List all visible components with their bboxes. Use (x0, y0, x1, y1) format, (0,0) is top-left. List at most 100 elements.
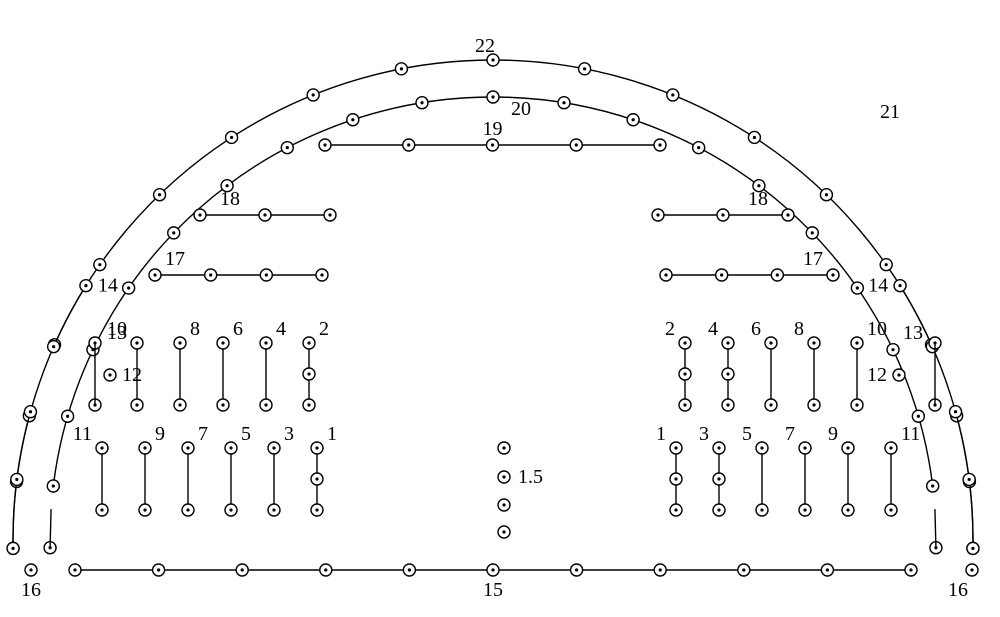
arc-20-hole (558, 97, 570, 109)
lcolR5-bot (885, 504, 897, 516)
floor-15-hole (153, 564, 165, 576)
label-ucolL4: 2 (319, 318, 329, 340)
row-19-hole (654, 139, 666, 151)
lcolR1-top (713, 442, 725, 454)
floor-15-hole (320, 564, 332, 576)
row-18L-hole (324, 209, 336, 221)
lcolL2-top (182, 442, 194, 454)
label-ucolL1: 8 (190, 318, 200, 340)
ucolR4-bot (851, 399, 863, 411)
label-ucolL2: 6 (233, 318, 243, 340)
lcolL2-bot (182, 504, 194, 516)
row-18L-hole (259, 209, 271, 221)
lcolR3-top (799, 442, 811, 454)
lcolR2-top (756, 442, 768, 454)
label-12R: 12 (867, 364, 887, 386)
label-lcolL4: 3 (284, 423, 294, 445)
label-ucolL3: 4 (276, 318, 286, 340)
lcolL0-bot (96, 504, 108, 516)
hole-16R (966, 564, 978, 576)
arc-14L-hole (7, 542, 19, 554)
lcolL4-bot (268, 504, 280, 516)
label-18L: 18 (220, 188, 240, 210)
label-ucolR4: 10 (867, 318, 887, 340)
center-hole (498, 442, 510, 454)
arc-22-seg0-hole (154, 189, 166, 201)
lcolR2-bot (756, 504, 768, 516)
arc-14R-hole (894, 280, 906, 292)
row-17L-hole (205, 269, 217, 281)
arc-20-hole (168, 227, 180, 239)
arc-20-hole (912, 410, 924, 422)
arc-14L-hole (80, 280, 92, 292)
ucolR1-top (722, 337, 734, 349)
row-19-hole (487, 139, 499, 151)
arc-14R-hole (963, 473, 975, 485)
lcolR1-mid (713, 473, 725, 485)
lcolL1-bot (139, 504, 151, 516)
lcolR0-top (670, 442, 682, 454)
arc-20-hole (693, 142, 705, 154)
label-lcolR2: 5 (742, 423, 752, 445)
row-18L-hole (194, 209, 206, 221)
ucolR0-mid (679, 368, 691, 380)
ucolR3-bot (808, 399, 820, 411)
arc-22-seg0-hole (579, 63, 591, 75)
label-lcolL3: 5 (241, 423, 251, 445)
lcolL0-top (96, 442, 108, 454)
label-lcolL1: 9 (155, 423, 165, 445)
arc-14R-hole (950, 406, 962, 418)
arc-20-hole (347, 114, 359, 126)
ucolL0-top (131, 337, 143, 349)
ucolL4-mid (303, 368, 315, 380)
arc-20-hole (416, 97, 428, 109)
label-ucolR0: 2 (665, 318, 675, 340)
label-lcolL2: 7 (198, 423, 208, 445)
label-lcolR3: 7 (785, 423, 795, 445)
arc-14L-hole (24, 406, 36, 418)
ucolR4-top (851, 337, 863, 349)
floor-15-hole (905, 564, 917, 576)
lcolL3-bot (225, 504, 237, 516)
lcolR0-mid (670, 473, 682, 485)
row-17R-hole (827, 269, 839, 281)
arc-22-seg0-hole (820, 189, 832, 201)
lcolL5-bot (311, 504, 323, 516)
ucolL3-top (260, 337, 272, 349)
label-12L: 12 (122, 364, 142, 386)
ucolR0-bot (679, 399, 691, 411)
label-18R: 18 (748, 188, 768, 210)
arc-14L-hole (11, 473, 23, 485)
row-17R-hole (771, 269, 783, 281)
floor-15-hole (487, 564, 499, 576)
arc-20-arc (53, 97, 932, 486)
arc-22-seg0-hole (307, 89, 319, 101)
arc-22-seg0-hole (880, 259, 892, 271)
floor-15-hole (821, 564, 833, 576)
arc-22-seg0-hole (94, 259, 106, 271)
label-13R: 13 (903, 322, 923, 344)
label-17L: 17 (165, 248, 185, 270)
floor-15-hole (571, 564, 583, 576)
row-18R-hole (652, 209, 664, 221)
ucolL0-bot (131, 399, 143, 411)
label-lcolR0: 1 (656, 423, 666, 445)
floor-15-hole (236, 564, 248, 576)
row-17L-hole (316, 269, 328, 281)
label-lcolR5: 11 (901, 423, 920, 445)
label-22: 22 (475, 35, 495, 57)
row-17L-hole (260, 269, 272, 281)
label-15: 15 (483, 579, 503, 601)
lcolL3-top (225, 442, 237, 454)
row-18R-hole (717, 209, 729, 221)
ucolR0-top (679, 337, 691, 349)
floor-15-hole (654, 564, 666, 576)
arc-20-hole (887, 344, 899, 356)
label-19: 19 (483, 118, 503, 140)
lcolL5-top (311, 442, 323, 454)
ucolL2-bot (217, 399, 229, 411)
arc-22-seg0-hole (748, 131, 760, 143)
label-ucolR2: 6 (751, 318, 761, 340)
arc-20-hole (851, 282, 863, 294)
label-1.5: 1.5 (518, 466, 543, 488)
